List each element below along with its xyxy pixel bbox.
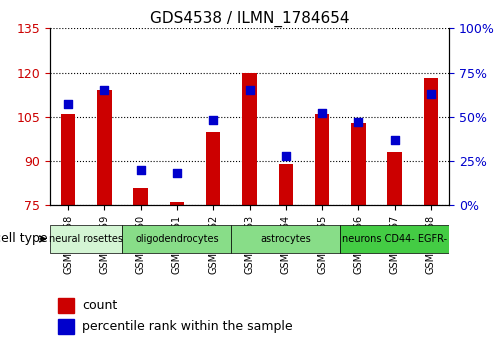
FancyBboxPatch shape xyxy=(232,225,340,253)
Text: cell type: cell type xyxy=(0,233,47,245)
Point xyxy=(354,119,362,125)
Bar xyxy=(61,114,75,205)
Text: neurons CD44- EGFR-: neurons CD44- EGFR- xyxy=(342,234,447,244)
Text: oligodendrocytes: oligodendrocytes xyxy=(135,234,219,244)
Bar xyxy=(206,132,221,205)
Bar xyxy=(97,90,112,205)
Point xyxy=(282,153,290,159)
Point xyxy=(318,110,326,116)
FancyBboxPatch shape xyxy=(122,225,232,253)
Text: percentile rank within the sample: percentile rank within the sample xyxy=(82,320,292,333)
Text: astrocytes: astrocytes xyxy=(260,234,311,244)
Bar xyxy=(351,123,366,205)
Bar xyxy=(315,114,329,205)
Title: GDS4538 / ILMN_1784654: GDS4538 / ILMN_1784654 xyxy=(150,11,349,27)
Point xyxy=(427,91,435,97)
Text: count: count xyxy=(82,299,117,312)
Bar xyxy=(387,152,402,205)
Point xyxy=(100,87,108,93)
Bar xyxy=(278,164,293,205)
Point xyxy=(391,137,399,143)
Bar xyxy=(424,79,438,205)
Bar xyxy=(58,319,74,334)
Bar xyxy=(170,202,184,205)
Point xyxy=(137,167,145,173)
Bar xyxy=(133,188,148,205)
Point xyxy=(246,87,253,93)
FancyBboxPatch shape xyxy=(50,225,122,253)
FancyBboxPatch shape xyxy=(340,225,449,253)
Point xyxy=(173,171,181,176)
Point xyxy=(64,102,72,107)
Point xyxy=(209,118,217,123)
Bar xyxy=(58,298,74,313)
Bar xyxy=(242,73,257,205)
Text: neural rosettes: neural rosettes xyxy=(49,234,123,244)
